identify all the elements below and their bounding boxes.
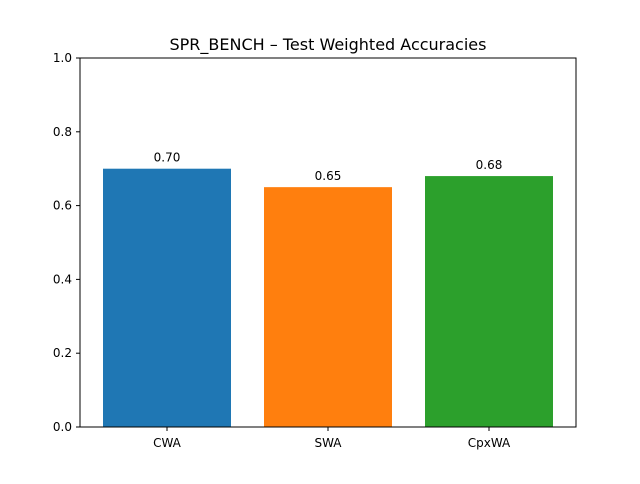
chart-title: SPR_BENCH – Test Weighted Accuracies [170, 35, 487, 55]
y-tick-label: 1.0 [53, 51, 72, 65]
bar-cpxwa [425, 176, 553, 427]
bar-value-label: 0.70 [154, 151, 181, 165]
y-tick-label: 0.8 [53, 125, 72, 139]
x-tick-label: CpxWA [468, 436, 511, 450]
x-tick-label: CWA [153, 436, 182, 450]
bar-cwa [103, 168, 231, 427]
x-tick-label: SWA [314, 436, 342, 450]
bar-value-label: 0.68 [476, 158, 503, 172]
y-tick-label: 0.4 [53, 272, 72, 286]
y-tick-label: 0.0 [53, 420, 72, 434]
y-tick-label: 0.6 [53, 199, 72, 213]
axes-frame [79, 57, 577, 428]
plot-area: 0.0 0.2 0.4 0.6 0.8 1.0 0.70 CWA 0.65 SWA 0.68 CpxW… [53, 51, 553, 450]
bar-swa [264, 187, 392, 427]
bar-value-label: 0.65 [315, 169, 342, 183]
y-tick-label: 0.2 [53, 346, 72, 360]
